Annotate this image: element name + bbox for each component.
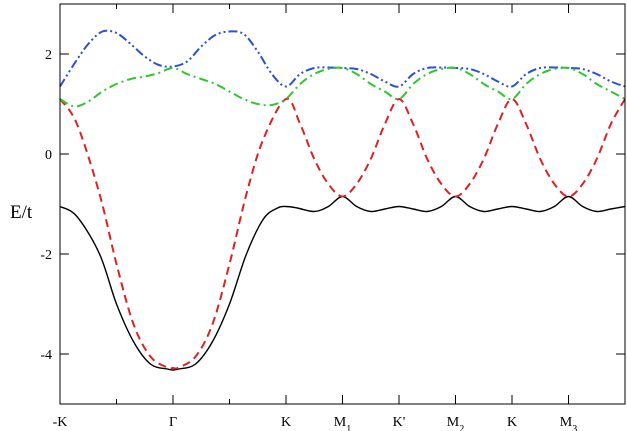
x-tick-label: K (281, 415, 291, 430)
x-tick-label: K' (393, 415, 406, 430)
band-line-3 (59, 29, 626, 88)
band-line-1 (59, 195, 626, 371)
x-tick-label: K (507, 415, 517, 430)
x-tick-label: M2 (447, 415, 464, 431)
y-tick-label: -4 (40, 348, 52, 363)
y-tick-label: -2 (40, 248, 52, 263)
x-tick-label: -K (53, 415, 68, 430)
x-tick-label: M3 (560, 415, 577, 431)
x-tick-label: M1 (334, 415, 351, 431)
band-line-2 (59, 97, 626, 370)
y-tick-label: 0 (45, 148, 52, 163)
band-line-4 (59, 66, 626, 108)
plot-lines (59, 29, 626, 371)
y-tick-label: 2 (45, 48, 52, 63)
x-tick-label: Γ (169, 415, 177, 430)
plot-frame (59, 3, 626, 405)
y-axis-label: E/t (10, 202, 33, 223)
axis-ticks: 2 0 -2 -4 -K Γ K M1 K' M2 K M3 (40, 4, 625, 431)
